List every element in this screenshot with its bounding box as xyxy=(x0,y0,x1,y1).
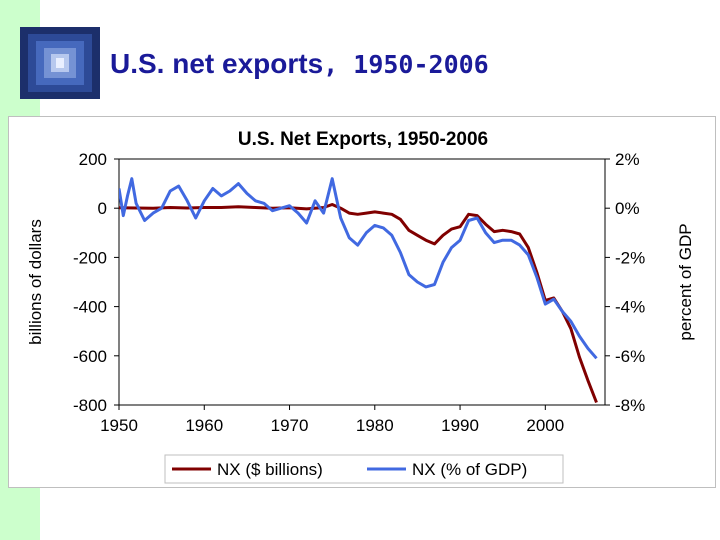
x-tick-label: 2000 xyxy=(526,416,564,435)
right-tick-label: -2% xyxy=(615,248,645,267)
x-tick-label: 1990 xyxy=(441,416,479,435)
right-axis: 2% 0% -2% -4% -6% -8% xyxy=(605,150,645,415)
slide-title: U.S. net exports, 1950-2006 xyxy=(110,48,489,80)
x-axis: 1950 1960 1970 1980 1990 2000 xyxy=(100,405,564,435)
right-tick-label: -4% xyxy=(615,298,645,317)
legend: NX ($ billions) NX (% of GDP) xyxy=(164,454,564,484)
left-tick-label: -800 xyxy=(73,396,107,415)
blue-square-tunnel-icon xyxy=(20,27,100,99)
x-tick-label: 1960 xyxy=(185,416,223,435)
left-tick-label: -400 xyxy=(73,298,107,317)
legend-label-nx-pct-gdp: NX (% of GDP) xyxy=(412,460,527,479)
x-tick-label: 1950 xyxy=(100,416,138,435)
left-axis-label: billions of dollars xyxy=(26,219,45,345)
right-tick-label: -6% xyxy=(615,347,645,366)
series-line-nx-pct-gdp xyxy=(119,177,598,360)
net-exports-chart: U.S. Net Exports, 1950-2006 2000-200-400… xyxy=(26,129,695,484)
x-tick-label: 1970 xyxy=(271,416,309,435)
legend-box xyxy=(164,454,564,484)
chart-panel: U.S. Net Exports, 1950-2006 200 0 -200 -400… xyxy=(8,116,716,488)
slide-title-years: , 1950-2006 xyxy=(323,50,489,79)
right-tick-label: -8% xyxy=(615,396,645,415)
series-line-nx-billions xyxy=(119,203,598,404)
left-tick-label: 200 xyxy=(79,150,107,169)
left-axis: 200 0 -200 -400 -600 -800 xyxy=(73,150,119,415)
left-tick-label: -200 xyxy=(73,248,107,267)
right-axis-label: percent of GDP xyxy=(676,223,695,340)
left-tick-label: 0 xyxy=(98,199,107,218)
x-tick-label: 1980 xyxy=(356,416,394,435)
chart-title: U.S. Net Exports, 1950-2006 xyxy=(238,129,488,150)
right-tick-label: 2% xyxy=(615,150,640,169)
legend-label-nx-billions: NX ($ billions) xyxy=(217,460,323,479)
plot-area xyxy=(118,158,606,406)
left-tick-label: -600 xyxy=(73,347,107,366)
right-tick-label: 0% xyxy=(615,199,640,218)
slide-title-main: U.S. net exports xyxy=(110,48,324,79)
